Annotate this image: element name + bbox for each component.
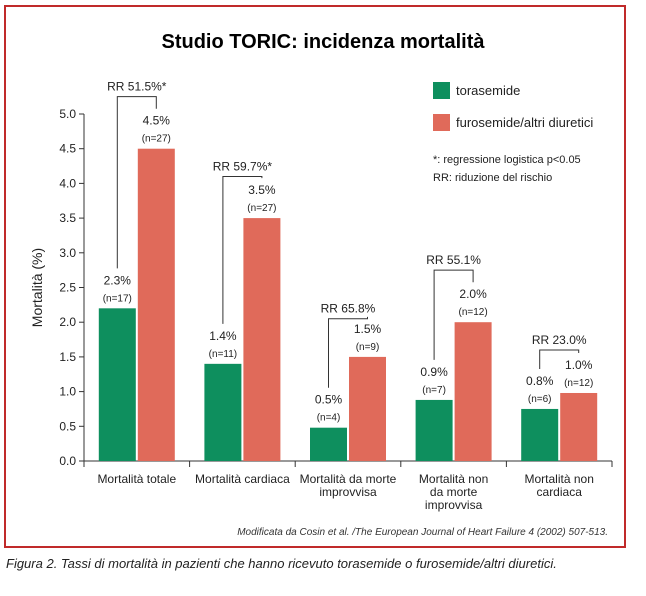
chart: Studio TORIC: incidenza mortalità Mortali… (29, 31, 613, 538)
legend-label: torasemide (456, 83, 520, 98)
n-label: (n=27) (142, 134, 171, 145)
rr-label: RR 23.0% (532, 333, 587, 347)
category-label: Mortalità cardiaca (195, 472, 290, 486)
y-tick-label: 2.0 (59, 315, 76, 329)
bar-torasemide (521, 408, 559, 461)
y-tick-label: 2.5 (59, 281, 76, 295)
note-label: *: regressione logistica p<0.05 (433, 154, 581, 166)
category-label: cardiaca (537, 485, 583, 499)
y-tick-label: 0.0 (59, 454, 76, 468)
n-label: (n=7) (422, 385, 446, 396)
category-label: Mortalità totale (97, 472, 176, 486)
value-label: 0.5% (315, 393, 343, 407)
value-label: 0.9% (420, 365, 448, 379)
n-label: (n=17) (103, 293, 132, 304)
y-tick-label: 3.5 (59, 211, 76, 225)
bar-furosemide (243, 218, 281, 461)
n-label: (n=11) (209, 349, 237, 360)
n-label: (n=12) (564, 378, 593, 389)
y-tick-label: 3.0 (59, 246, 76, 260)
legend-swatch-furosemide (433, 114, 450, 131)
rr-label: RR 59.7%* (213, 159, 273, 173)
n-label: (n=27) (247, 203, 276, 214)
rr-label: RR 55.1% (426, 253, 481, 267)
value-label: 1.0% (565, 358, 593, 372)
rr-bracket (116, 96, 157, 269)
rr-bracket (328, 316, 368, 388)
chart-title: Studio TORIC: incidenza mortalità (162, 31, 486, 53)
category-label: Mortalità non (525, 472, 594, 486)
n-label: (n=6) (528, 394, 552, 405)
category-label: Mortalità da morte (300, 472, 397, 486)
y-tick-label: 5.0 (59, 107, 76, 121)
n-label: (n=4) (317, 413, 341, 424)
rr-label: RR 51.5%* (107, 80, 167, 94)
y-axis-title: Mortalità (%) (29, 248, 45, 327)
y-tick-label: 0.5 (59, 419, 76, 433)
y-tick-label: 1.0 (59, 385, 76, 399)
y-tick-label: 4.0 (59, 176, 76, 190)
y-tick-label: 1.5 (59, 350, 76, 364)
bar-torasemide (98, 308, 136, 461)
n-label: (n=9) (356, 342, 380, 353)
rr-bracket (433, 269, 474, 360)
bar-furosemide (137, 148, 175, 461)
bar-torasemide (415, 399, 453, 461)
bar-torasemide (310, 427, 347, 461)
bar-furosemide (560, 392, 598, 461)
bar-furosemide (454, 322, 492, 461)
category-label: improvvisa (319, 485, 377, 499)
category-label: improvvisa (425, 498, 483, 512)
value-label: 4.5% (143, 114, 171, 128)
value-label: 2.0% (459, 287, 487, 301)
value-label: 0.8% (526, 374, 554, 388)
rr-bracket (539, 349, 580, 369)
figure-caption: Figura 2. Tassi di mortalità in pazienti… (6, 556, 557, 571)
y-tick-label: 4.5 (59, 142, 76, 156)
n-label: (n=12) (459, 307, 488, 318)
value-label: 1.5% (354, 322, 382, 336)
source-label: Modificata da Cosin et al. /The European… (237, 527, 608, 538)
note-label: RR: riduzione del rischio (433, 172, 552, 184)
legend-label: furosemide/altri diuretici (456, 115, 593, 130)
value-label: 2.3% (104, 273, 132, 287)
value-label: 1.4% (209, 329, 237, 343)
bar-torasemide (204, 363, 242, 461)
category-label: Mortalità non (419, 472, 488, 486)
legend-swatch-torasemide (433, 82, 450, 99)
category-label: da morte (430, 485, 478, 499)
bar-furosemide (349, 356, 386, 461)
rr-label: RR 65.8% (321, 302, 376, 316)
value-label: 3.5% (248, 183, 276, 197)
rr-bracket (222, 175, 263, 324)
